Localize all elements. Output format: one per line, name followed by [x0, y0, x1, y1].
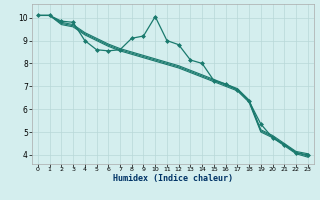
X-axis label: Humidex (Indice chaleur): Humidex (Indice chaleur) [113, 174, 233, 183]
